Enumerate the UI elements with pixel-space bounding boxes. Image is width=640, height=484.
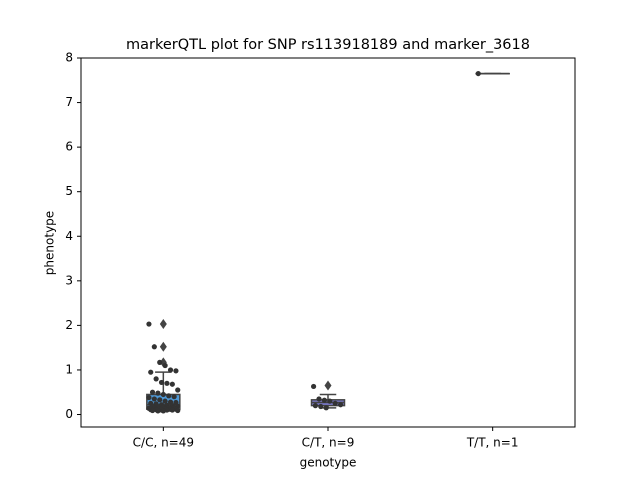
point (324, 405, 329, 410)
outlier (160, 319, 167, 329)
point (159, 380, 164, 385)
y-tick-label: 5 (65, 184, 73, 198)
point (338, 402, 343, 407)
point (164, 381, 169, 386)
x-tick-label: T/T, n=1 (466, 436, 519, 450)
point (168, 367, 173, 372)
point (172, 394, 177, 399)
point (155, 391, 160, 396)
point (152, 396, 157, 401)
y-tick-label: 3 (65, 273, 73, 287)
point (146, 321, 151, 326)
y-tick-label: 7 (65, 95, 73, 109)
point (327, 399, 332, 404)
point (316, 396, 321, 401)
y-tick-label: 8 (65, 51, 73, 65)
y-tick-label: 1 (65, 362, 73, 376)
outlier (160, 342, 167, 352)
point (163, 363, 168, 368)
x-tick-label: C/T, n=9 (302, 436, 355, 450)
x-axis-label: genotype (300, 456, 357, 470)
point (322, 398, 327, 403)
point (170, 382, 175, 387)
point (157, 397, 162, 402)
x-tick-label: C/C, n=49 (133, 436, 194, 450)
y-tick-label: 0 (65, 407, 73, 421)
point (175, 408, 180, 413)
point (146, 395, 151, 400)
point (150, 390, 155, 395)
chart-title: markerQTL plot for SNP rs113918189 and m… (126, 37, 530, 53)
outlier (325, 381, 332, 391)
point (333, 401, 338, 406)
point (161, 408, 166, 413)
point (155, 408, 160, 413)
point (318, 404, 323, 409)
point (150, 408, 155, 413)
y-axis-label: phenotype (43, 211, 57, 275)
point (173, 368, 178, 373)
point (148, 370, 153, 375)
point (476, 71, 481, 76)
point (157, 360, 162, 365)
point (161, 392, 166, 397)
y-tick-label: 2 (65, 318, 73, 332)
y-tick-label: 6 (65, 140, 73, 154)
point (152, 344, 157, 349)
point (154, 376, 159, 381)
point (166, 393, 171, 398)
y-tick-label: 4 (65, 229, 73, 243)
point (311, 384, 316, 389)
point (313, 403, 318, 408)
point (175, 387, 180, 392)
point (170, 407, 175, 412)
